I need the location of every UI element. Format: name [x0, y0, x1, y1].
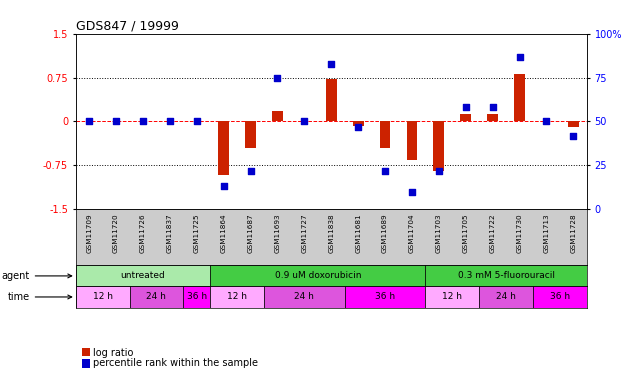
Bar	[245, 122, 256, 148]
Text: agent: agent	[1, 271, 72, 281]
Text: GSM11713: GSM11713	[543, 214, 550, 254]
Point	[461, 105, 471, 111]
Bar	[129, 286, 184, 308]
Bar	[380, 122, 391, 148]
Bar	[218, 122, 229, 175]
Point	[541, 118, 551, 124]
Point	[514, 54, 524, 60]
Point	[218, 183, 228, 189]
Bar	[433, 122, 444, 171]
Point	[569, 132, 579, 138]
Text: GSM11730: GSM11730	[517, 214, 522, 254]
Point	[299, 118, 309, 124]
Text: 24 h: 24 h	[496, 292, 516, 302]
Point	[434, 168, 444, 174]
Bar	[514, 74, 525, 122]
Point	[273, 75, 283, 81]
Text: GSM11709: GSM11709	[86, 214, 92, 254]
Point	[245, 168, 256, 174]
Point	[111, 118, 121, 124]
Point	[138, 118, 148, 124]
Point	[488, 105, 498, 111]
Bar	[406, 122, 417, 159]
Text: time: time	[8, 292, 72, 302]
Text: 24 h: 24 h	[146, 292, 167, 302]
Point	[380, 168, 390, 174]
Text: GSM11722: GSM11722	[490, 214, 496, 254]
Text: 36 h: 36 h	[187, 292, 207, 302]
Text: 0.9 uM doxorubicin: 0.9 uM doxorubicin	[274, 272, 361, 280]
Text: log ratio: log ratio	[93, 348, 134, 357]
Bar	[425, 266, 587, 286]
Bar	[76, 266, 210, 286]
Point	[326, 61, 336, 67]
Text: 12 h: 12 h	[442, 292, 463, 302]
Text: GSM11837: GSM11837	[167, 214, 173, 254]
Bar	[272, 111, 283, 122]
Text: GDS847 / 19999: GDS847 / 19999	[76, 20, 179, 33]
Bar	[533, 286, 587, 308]
Text: GSM11838: GSM11838	[328, 214, 334, 254]
Point	[192, 118, 202, 124]
Text: GSM11703: GSM11703	[436, 214, 442, 254]
Bar	[210, 286, 264, 308]
Bar	[210, 266, 425, 286]
Text: GSM11693: GSM11693	[274, 214, 280, 254]
Text: GSM11720: GSM11720	[113, 214, 119, 254]
Text: GSM11704: GSM11704	[409, 214, 415, 254]
Text: GSM11725: GSM11725	[194, 214, 200, 254]
Text: 36 h: 36 h	[550, 292, 570, 302]
Text: GSM11705: GSM11705	[463, 214, 469, 254]
Text: GSM11689: GSM11689	[382, 214, 388, 254]
Text: GSM11687: GSM11687	[247, 214, 254, 254]
Text: 24 h: 24 h	[295, 292, 314, 302]
Bar	[487, 114, 498, 122]
Point	[353, 124, 363, 130]
Text: 12 h: 12 h	[93, 292, 112, 302]
Text: GSM11681: GSM11681	[355, 214, 361, 254]
Bar	[425, 286, 479, 308]
Bar	[479, 286, 533, 308]
Text: 12 h: 12 h	[227, 292, 247, 302]
Text: untreated: untreated	[121, 272, 165, 280]
Text: GSM11726: GSM11726	[140, 214, 146, 254]
Bar	[264, 286, 345, 308]
Bar	[353, 122, 363, 126]
Bar	[461, 114, 471, 122]
Point	[84, 118, 94, 124]
Text: GSM11728: GSM11728	[570, 214, 576, 254]
Text: 36 h: 36 h	[375, 292, 395, 302]
Text: 0.3 mM 5-fluorouracil: 0.3 mM 5-fluorouracil	[457, 272, 555, 280]
Bar	[326, 80, 337, 122]
Text: GSM11727: GSM11727	[302, 214, 307, 254]
Point	[165, 118, 175, 124]
Text: GSM11864: GSM11864	[221, 214, 227, 254]
Bar	[184, 286, 210, 308]
Point	[407, 189, 417, 195]
Text: percentile rank within the sample: percentile rank within the sample	[93, 358, 258, 368]
Bar	[76, 286, 129, 308]
Bar	[568, 122, 579, 128]
Bar	[345, 286, 425, 308]
